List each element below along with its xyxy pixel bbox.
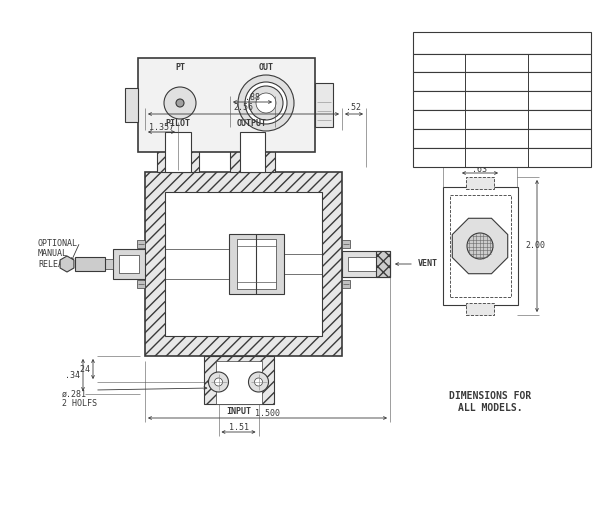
Bar [138, 58, 315, 152]
Text: G1/8 BSPP: G1/8 BSPP [418, 154, 460, 162]
Polygon shape [60, 256, 74, 272]
Circle shape [249, 86, 283, 120]
Bar [342, 251, 390, 277]
Text: G1/4 BSPP: G1/4 BSPP [418, 135, 460, 144]
Circle shape [209, 372, 229, 392]
Bar [413, 148, 591, 167]
Text: PILOT: PILOT [427, 59, 452, 68]
Text: 1.357: 1.357 [149, 123, 174, 132]
Bar [236, 239, 275, 289]
Text: 2.56: 2.56 [233, 104, 254, 113]
Bar [165, 192, 322, 336]
Text: 1.51: 1.51 [229, 422, 248, 431]
Bar [413, 32, 591, 54]
Polygon shape [452, 219, 508, 274]
Bar [215, 361, 262, 404]
Text: .24: .24 [75, 365, 90, 374]
Circle shape [164, 87, 196, 119]
Bar [348, 257, 378, 271]
Text: 1/8 NPTF: 1/8 NPTF [478, 78, 515, 86]
Circle shape [215, 378, 223, 386]
Bar [315, 83, 333, 127]
Text: .52: .52 [347, 104, 361, 113]
Text: G1/4 BSPP: G1/4 BSPP [475, 135, 517, 144]
Bar [413, 72, 591, 91]
Text: 2.00: 2.00 [525, 242, 545, 250]
Text: VENT: VENT [418, 259, 438, 268]
Text: INPUT: INPUT [226, 408, 251, 417]
Text: PILOT: PILOT [166, 119, 191, 128]
Text: 3/8 NPTF: 3/8 NPTF [541, 115, 577, 125]
Bar [413, 91, 591, 110]
Text: G1/4 BSPP: G1/4 BSPP [538, 135, 580, 144]
Text: PORT SIZES: PORT SIZES [471, 38, 533, 48]
Text: .34: .34 [65, 370, 80, 379]
Text: OUT: OUT [259, 63, 274, 72]
Text: OUTPUT: OUTPUT [544, 59, 574, 68]
Text: INPUT: INPUT [484, 59, 509, 68]
Circle shape [245, 82, 287, 124]
Text: 1/8 NPTF: 1/8 NPTF [421, 78, 458, 86]
Text: .88: .88 [245, 93, 260, 102]
Bar [229, 234, 284, 294]
Text: 1/8 NPTF: 1/8 NPTF [421, 115, 458, 125]
Bar [443, 187, 518, 305]
Bar [137, 280, 145, 288]
Text: 1/8 NPTF: 1/8 NPTF [421, 96, 458, 105]
Bar [137, 240, 145, 248]
Bar [413, 54, 591, 72]
Text: G3/8 BSPP: G3/8 BSPP [538, 154, 580, 162]
Bar [450, 195, 511, 297]
Circle shape [467, 233, 493, 259]
Bar [466, 177, 494, 189]
Text: DIMENSIONS FOR
ALL MODELS.: DIMENSIONS FOR ALL MODELS. [449, 391, 531, 413]
Text: 3/8 NPTF: 3/8 NPTF [478, 115, 515, 125]
Circle shape [248, 372, 269, 392]
Text: G3/8 BSPP: G3/8 BSPP [475, 154, 517, 162]
Bar [230, 132, 275, 172]
Bar [75, 257, 105, 271]
Text: 1/4 NPTF: 1/4 NPTF [478, 96, 515, 105]
Bar [105, 259, 113, 269]
Circle shape [256, 93, 276, 113]
Bar [119, 255, 139, 273]
Bar [157, 132, 199, 172]
Bar [113, 249, 145, 279]
Text: 2 HOLFS: 2 HOLFS [62, 399, 97, 409]
Bar [342, 280, 350, 288]
Circle shape [254, 378, 263, 386]
Text: ø.281: ø.281 [62, 389, 87, 398]
Bar [125, 88, 138, 122]
Bar [240, 132, 265, 172]
Text: .63: .63 [473, 165, 487, 173]
Bar [145, 172, 342, 356]
Bar [342, 240, 350, 248]
Bar [165, 132, 191, 172]
Bar [376, 251, 390, 277]
Text: 1.500: 1.500 [255, 409, 280, 418]
Circle shape [176, 99, 184, 107]
Text: OUTPUT: OUTPUT [237, 119, 267, 128]
Text: 1/8 NPTF: 1/8 NPTF [541, 78, 577, 86]
Text: PT: PT [175, 63, 185, 72]
Bar [203, 356, 274, 404]
Text: 1/4 NPTF: 1/4 NPTF [541, 96, 577, 105]
Text: 1.25: 1.25 [470, 152, 490, 161]
Bar [413, 110, 591, 129]
Bar [466, 303, 494, 315]
Text: OPTIONAL
MANUAL
RELEASE: OPTIONAL MANUAL RELEASE [38, 239, 78, 269]
Circle shape [238, 75, 294, 131]
Bar [413, 129, 591, 148]
